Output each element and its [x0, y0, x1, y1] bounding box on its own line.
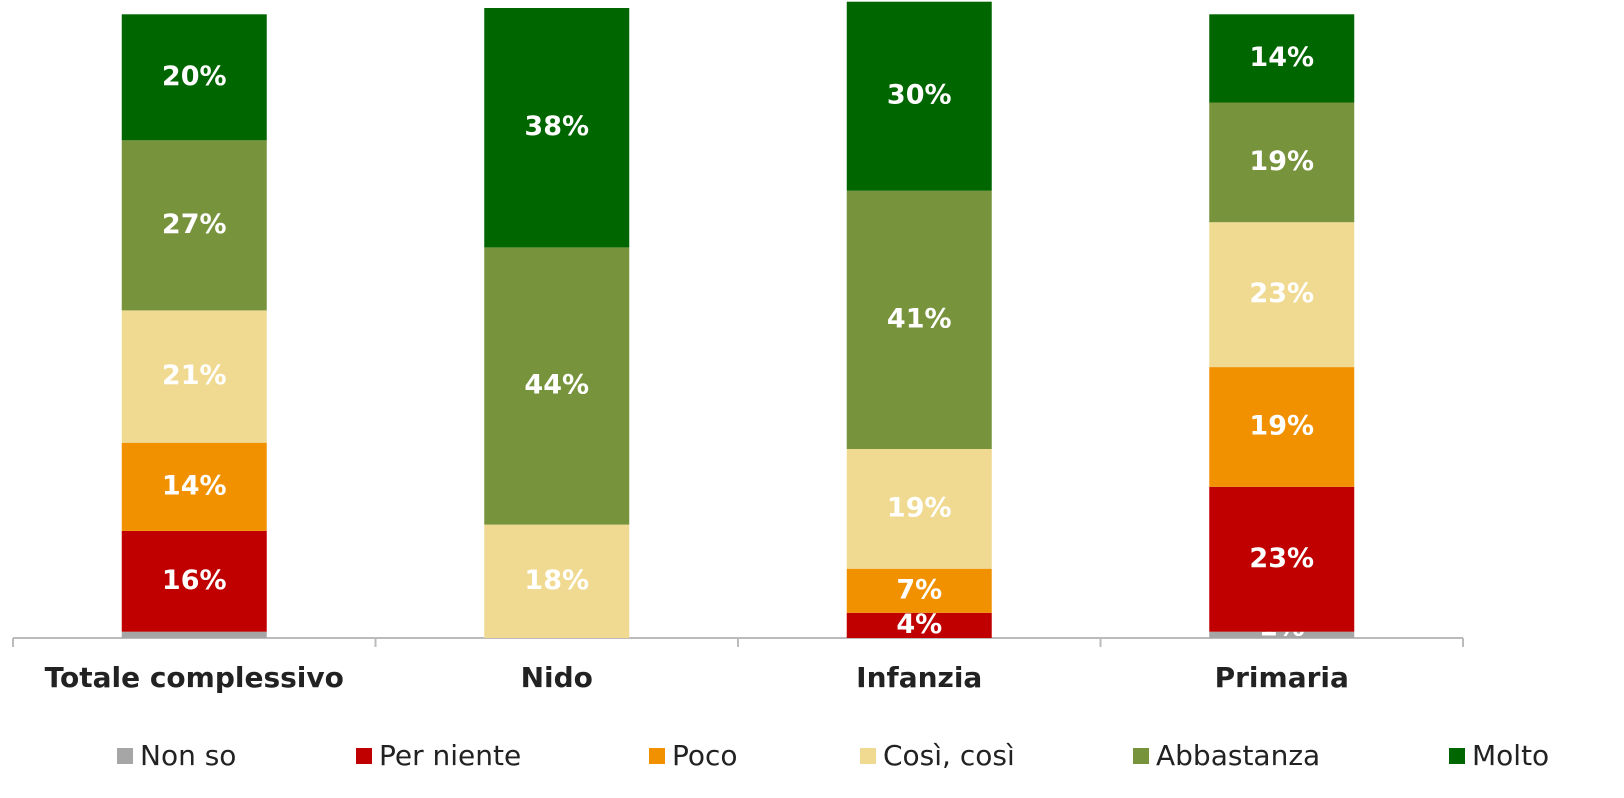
legend-label: Per niente: [379, 739, 521, 772]
legend-swatch: [1449, 748, 1465, 764]
data-label: 7%: [896, 574, 942, 605]
legend-swatch: [1133, 748, 1149, 764]
bar-segment: [846, 449, 992, 569]
legend-swatch: [356, 748, 372, 764]
data-label: 23%: [1249, 543, 1314, 574]
data-label: 44%: [524, 370, 589, 401]
data-label: 27%: [162, 209, 227, 240]
data-label: 19%: [887, 492, 952, 523]
data-label: 14%: [1249, 42, 1314, 73]
legend-swatch: [117, 748, 133, 764]
bar-segment: [846, 568, 992, 613]
legend-label: Abbastanza: [1156, 739, 1320, 772]
bar-segment: [1209, 222, 1355, 368]
legend-label: Non so: [140, 739, 236, 772]
data-label: 19%: [1249, 146, 1314, 177]
bar-segment: [1209, 14, 1355, 103]
bar-segment: [846, 612, 992, 638]
bar-segment: [1209, 367, 1355, 487]
bar-segment: [121, 140, 267, 311]
x-tick-label: Primaria: [1215, 661, 1349, 694]
bar-segment: [121, 14, 267, 141]
legend-swatch: [860, 748, 876, 764]
data-label: 38%: [524, 111, 589, 142]
data-label: 23%: [1249, 278, 1314, 309]
bar-segment: [1209, 631, 1355, 638]
bar-segment: [1209, 486, 1355, 632]
bar-segment: [484, 8, 630, 248]
data-label: 18%: [524, 565, 589, 596]
x-tick-label: Totale complessivo: [45, 661, 344, 694]
x-tick-label: Nido: [521, 661, 593, 694]
legend-label: Così, così: [883, 739, 1015, 772]
data-label: 16%: [162, 565, 227, 596]
data-label: 30%: [887, 80, 952, 111]
legend-label: Molto: [1472, 739, 1549, 772]
legend-swatch: [649, 748, 665, 764]
data-label: 4%: [896, 609, 942, 640]
data-label: 21%: [162, 360, 227, 391]
bar-segment: [1209, 102, 1355, 223]
legend-label: Poco: [672, 739, 738, 772]
bar-segment: [484, 524, 630, 638]
bar-segment: [484, 247, 630, 525]
bar-segment: [121, 631, 267, 638]
bar-segment: [121, 442, 267, 531]
data-label: 20%: [162, 61, 227, 92]
bar-segment: [121, 530, 267, 632]
data-label: 41%: [887, 303, 952, 334]
bar-segment: [846, 190, 992, 449]
bar-segment: [846, 1, 992, 191]
bar-segment: [121, 310, 267, 443]
data-label: 19%: [1249, 410, 1314, 441]
data-label: 14%: [162, 470, 227, 501]
x-tick-label: Infanzia: [856, 661, 982, 694]
